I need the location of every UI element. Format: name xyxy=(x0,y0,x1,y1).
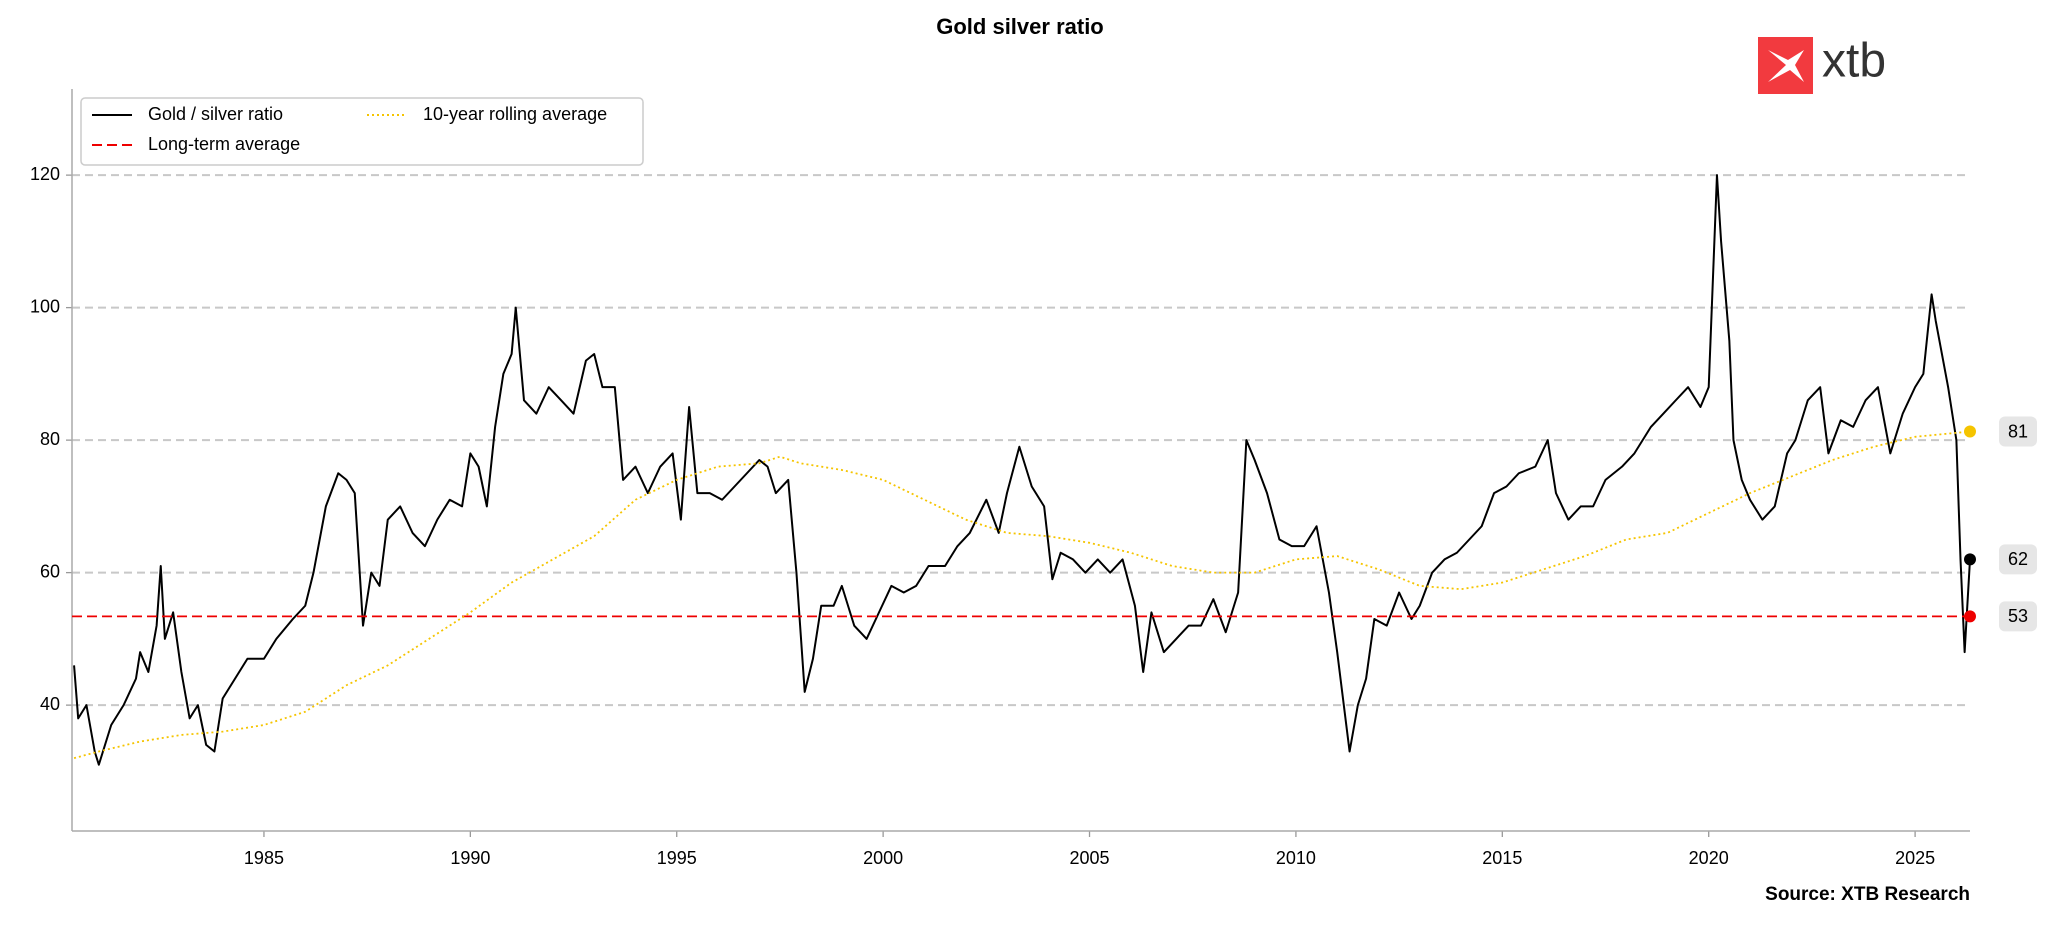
chart-title: Gold silver ratio xyxy=(936,14,1104,39)
end-label-box xyxy=(1999,416,2037,447)
logo-text: xtb xyxy=(1822,35,1886,88)
legend-frame xyxy=(80,97,644,166)
y-tick-label: 40 xyxy=(40,694,60,714)
end-dot xyxy=(1964,610,1976,623)
source: Source: XTB Research xyxy=(1765,884,1970,905)
x-tick-label: 1995 xyxy=(657,848,697,868)
x-tick-label: 2015 xyxy=(1482,848,1522,868)
logo-icon xyxy=(1768,50,1804,82)
end-label-box xyxy=(1999,601,2037,632)
series-line xyxy=(73,174,1971,766)
series-line xyxy=(73,430,1971,759)
end-label: 81 xyxy=(2008,421,2028,441)
legend: Gold / silver ratio Long-term average 10-y… xyxy=(80,97,644,166)
x-tick-label: 2020 xyxy=(1689,848,1729,868)
end-label-box xyxy=(1999,544,2037,575)
legend-label: Gold / silver ratio xyxy=(148,104,283,124)
logo: xtb xyxy=(1758,35,1886,94)
legend-label: 10-year rolling average xyxy=(423,104,607,124)
y-tick-label: 60 xyxy=(40,561,60,581)
x-tick-label: 1990 xyxy=(450,848,490,868)
x-tick-label: 2010 xyxy=(1276,848,1316,868)
x-tick-label: 2000 xyxy=(863,848,903,868)
y-tick-label: 100 xyxy=(30,296,60,316)
end-label: 53 xyxy=(2008,606,2028,626)
end-dot xyxy=(1964,425,1976,438)
y-tick-label: 80 xyxy=(40,429,60,449)
x-tick-label: 2005 xyxy=(1069,848,1109,868)
y-tick-label: 120 xyxy=(30,164,60,184)
x-tick-label: 2025 xyxy=(1895,848,1935,868)
x-tick-label: 1985 xyxy=(244,848,284,868)
end-dot xyxy=(1964,553,1976,566)
legend-label: Long-term average xyxy=(148,134,300,154)
end-label: 62 xyxy=(2008,549,2028,569)
